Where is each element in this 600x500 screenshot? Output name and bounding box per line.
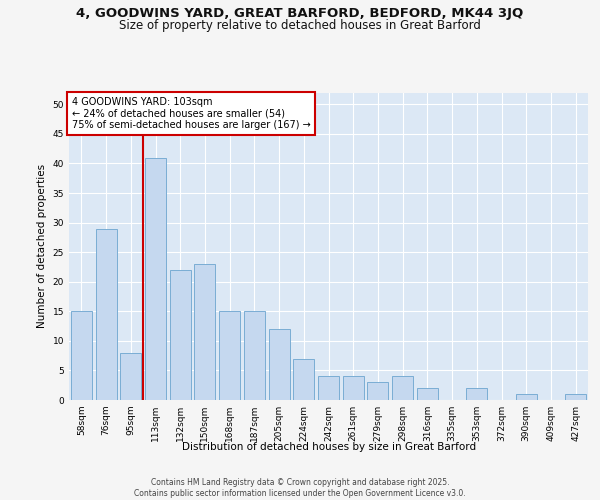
Bar <box>95 228 116 400</box>
Bar <box>145 158 166 400</box>
Bar <box>318 376 339 400</box>
Bar <box>194 264 215 400</box>
Y-axis label: Number of detached properties: Number of detached properties <box>37 164 47 328</box>
Bar <box>565 394 586 400</box>
Bar <box>120 352 141 400</box>
Text: Contains HM Land Registry data © Crown copyright and database right 2025.
Contai: Contains HM Land Registry data © Crown c… <box>134 478 466 498</box>
Text: 4, GOODWINS YARD, GREAT BARFORD, BEDFORD, MK44 3JQ: 4, GOODWINS YARD, GREAT BARFORD, BEDFORD… <box>76 8 524 20</box>
Bar <box>516 394 537 400</box>
Bar <box>343 376 364 400</box>
Bar <box>466 388 487 400</box>
Bar <box>392 376 413 400</box>
Text: 4 GOODWINS YARD: 103sqm
← 24% of detached houses are smaller (54)
75% of semi-de: 4 GOODWINS YARD: 103sqm ← 24% of detache… <box>71 97 310 130</box>
Text: Distribution of detached houses by size in Great Barford: Distribution of detached houses by size … <box>182 442 476 452</box>
Bar <box>244 312 265 400</box>
Bar <box>417 388 438 400</box>
Bar <box>269 329 290 400</box>
Text: Size of property relative to detached houses in Great Barford: Size of property relative to detached ho… <box>119 18 481 32</box>
Bar <box>367 382 388 400</box>
Bar <box>71 312 92 400</box>
Bar <box>170 270 191 400</box>
Bar <box>219 312 240 400</box>
Bar <box>293 358 314 400</box>
